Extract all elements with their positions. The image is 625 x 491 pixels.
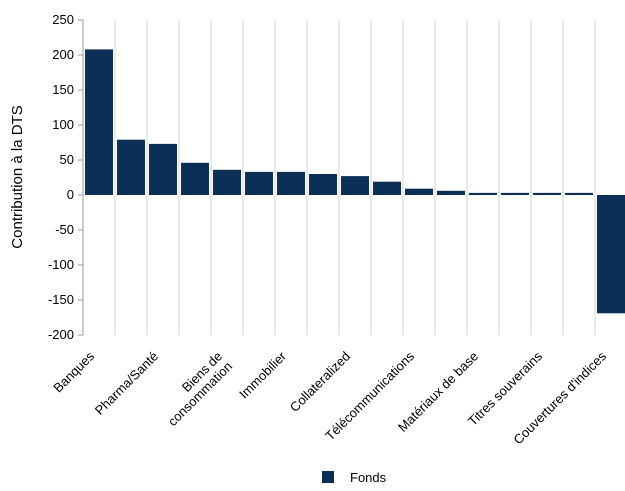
bar: [565, 192, 593, 195]
bar: [341, 176, 369, 195]
y-tick-label: 250: [52, 12, 74, 27]
bar: [213, 169, 241, 195]
bar: [469, 192, 497, 195]
legend-swatch: [322, 471, 334, 483]
bar: [533, 192, 561, 195]
y-tick-label: 0: [67, 187, 74, 202]
bar: [117, 139, 145, 195]
bar: [309, 174, 337, 195]
bar: [149, 143, 177, 195]
y-tick-label: -50: [55, 222, 74, 237]
x-tick-label: Collateralized: [287, 349, 353, 415]
y-tick-label: -200: [48, 327, 74, 342]
bar: [501, 192, 529, 195]
y-tick-label: -150: [48, 292, 74, 307]
x-tick-label: Pharma/Santé: [92, 349, 161, 418]
x-tick-label: Banques: [50, 348, 97, 395]
bar: [85, 49, 113, 196]
x-tick-label: Immobilier: [236, 348, 289, 401]
y-axis-label: Contribution à la DTS: [9, 105, 26, 248]
bar: [405, 188, 433, 195]
bar: [597, 195, 625, 314]
bar: [373, 181, 401, 195]
bar: [277, 171, 305, 195]
y-tick-label: 150: [52, 82, 74, 97]
y-tick-label: 50: [60, 152, 74, 167]
bar: [181, 162, 209, 195]
bar: [437, 190, 465, 195]
y-tick-label: -100: [48, 257, 74, 272]
bar: [245, 171, 273, 195]
y-tick-label: 100: [52, 117, 74, 132]
legend-label: Fonds: [350, 470, 387, 485]
x-tick-label: Biens deconsommation: [155, 349, 236, 430]
y-tick-label: 200: [52, 47, 74, 62]
